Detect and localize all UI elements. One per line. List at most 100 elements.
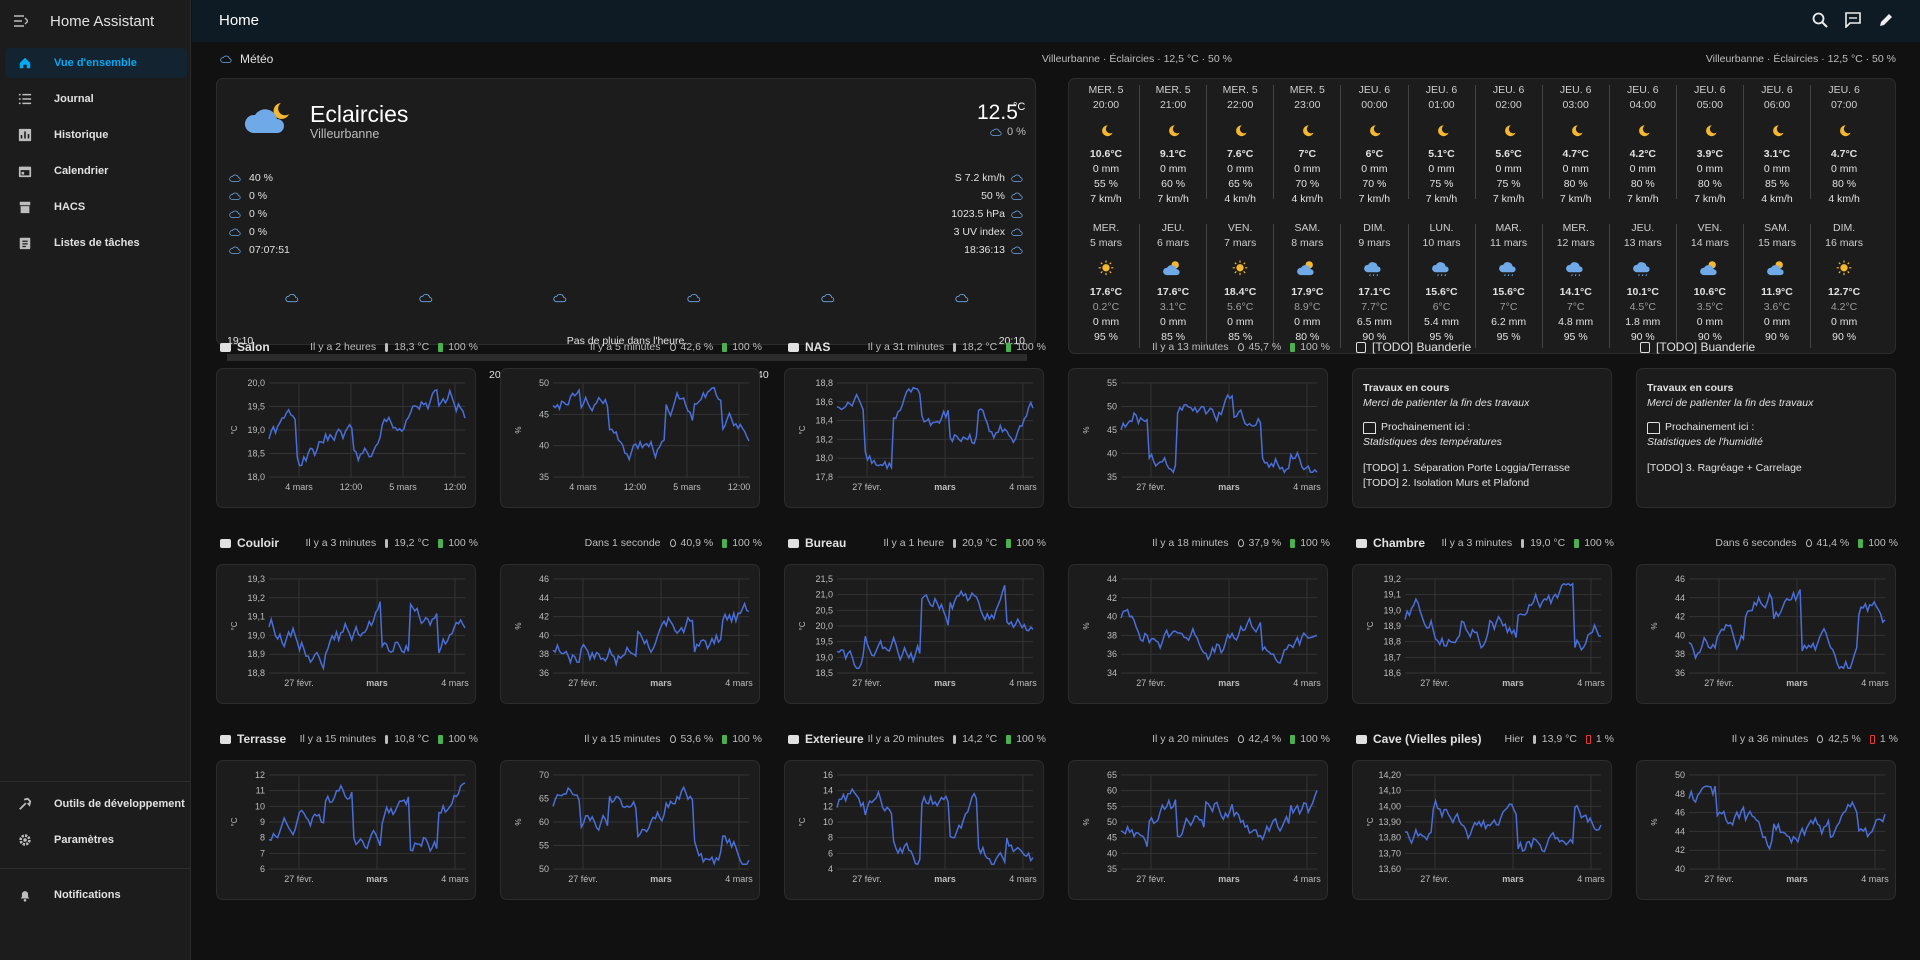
edit-icon[interactable] bbox=[1878, 12, 1894, 28]
rain-indicator bbox=[821, 291, 837, 307]
bell-icon bbox=[20, 891, 30, 902]
y-tick-label: 18,9 bbox=[1383, 621, 1401, 631]
todo-title: [TODO] Buanderie bbox=[1640, 340, 1755, 354]
sidebar-item-hammer[interactable]: Outils de développement bbox=[5, 789, 187, 819]
rain-end: 20:10 bbox=[998, 335, 1025, 347]
sidebar-item-bell[interactable]: Notifications bbox=[5, 880, 187, 910]
sidebar-item-home[interactable]: Vue d'ensemble bbox=[5, 48, 187, 78]
humidity-history-chart[interactable]: 46 44 42 40 38 36 27 févr. mars 4 mars% bbox=[500, 564, 760, 704]
y-tick-label: 19,2 bbox=[1383, 574, 1401, 584]
forecast-separator bbox=[1273, 224, 1275, 348]
sidebar-item-list[interactable]: Journal bbox=[5, 84, 187, 114]
humidity-history-chart[interactable]: 46 44 42 40 38 36 27 févr. mars 4 mars% bbox=[1636, 564, 1896, 704]
temperature-history-chart[interactable]: 14,20 14,10 14,00 13,90 13,80 13,70 13,60 27 fé… bbox=[1352, 760, 1612, 900]
sidebar-item-clipboard[interactable]: Listes de tâches bbox=[5, 228, 187, 258]
humidity-history-chart[interactable]: 65 60 55 50 45 40 35 27 févr. mars 4 mars% bbox=[1068, 760, 1328, 900]
y-tick-label: 18,8 bbox=[1383, 637, 1401, 647]
search-icon[interactable] bbox=[1812, 12, 1828, 28]
forecast-separator bbox=[1340, 224, 1342, 348]
y-axis-unit: °C bbox=[798, 621, 807, 630]
page-title: Home bbox=[219, 12, 260, 29]
thermometer-icon bbox=[385, 734, 389, 744]
sidebar-item-calendar[interactable]: Calendrier bbox=[5, 156, 187, 186]
forecast-separator bbox=[1139, 224, 1141, 348]
weather-card[interactable]: Eclaircies Villeurbanne 12.5 °C 0 % 40 % 0 % 0 … bbox=[216, 78, 1036, 381]
humidity-history-chart[interactable]: 55 50 45 40 35 27 févr. mars 4 mars% bbox=[1068, 368, 1328, 508]
forecast-separator bbox=[1743, 224, 1744, 348]
weather-precip: 0 % bbox=[990, 126, 1026, 138]
battery-icon bbox=[722, 538, 728, 548]
room-title: Bureau bbox=[788, 536, 846, 550]
temperature-history-chart[interactable]: 16 14 12 10 8 6 4 27 févr. mars 4 mars °C bbox=[784, 760, 1044, 900]
x-tick-label: mars bbox=[1502, 678, 1524, 688]
cloud-icon bbox=[1011, 193, 1023, 201]
forecast-card[interactable]: MER. 5 20:00 10.6°C 0 mm 55 % 7 km/h MER. 5 21:… bbox=[1068, 78, 1896, 354]
history-line bbox=[552, 601, 750, 668]
x-tick-label: mars bbox=[934, 678, 956, 688]
weather-title: Météo bbox=[240, 52, 274, 66]
cloud-icon bbox=[229, 193, 241, 201]
humidity-history-chart[interactable]: 50 48 46 44 42 40 27 févr. mars 4 mars% bbox=[1636, 760, 1896, 900]
humidity-meta: Il y a 20 minutes 42,4 % 100 % bbox=[1152, 733, 1330, 745]
sidebar: Home Assistant Vue d'ensemble Journal Hist… bbox=[0, 0, 191, 960]
y-tick-label: 42 bbox=[1675, 845, 1685, 855]
partly-icon bbox=[1699, 261, 1717, 276]
history-line bbox=[1688, 785, 1886, 851]
y-tick-label: 14,20 bbox=[1378, 770, 1401, 780]
y-tick-label: 4 bbox=[828, 864, 833, 874]
y-tick-label: 45 bbox=[1107, 425, 1117, 435]
x-tick-label: mars bbox=[650, 678, 672, 688]
sidebar-item-label: Vue d'ensemble bbox=[54, 57, 137, 69]
temperature-history-chart[interactable]: 12 11 10 9 8 7 6 27 févr. mars 4 mars °C bbox=[216, 760, 476, 900]
history-line bbox=[1404, 582, 1602, 652]
sidebar-item-chart[interactable]: Historique bbox=[5, 120, 187, 150]
cloud-icon bbox=[229, 247, 241, 255]
y-tick-label: 18,8 bbox=[815, 378, 833, 388]
temperature-meta: Il y a 2 heures 18,3 °C 100 % bbox=[310, 341, 478, 353]
temperature-history-chart[interactable]: 20,0 19,5 19,0 18,5 18,0 4 mars 12:00 5 mars 12:… bbox=[216, 368, 476, 508]
y-tick-label: 40 bbox=[539, 441, 549, 451]
y-tick-label: 40 bbox=[1107, 449, 1117, 459]
humidity-history-chart[interactable]: 50 45 40 35 4 mars 12:00 5 mars 12:00% bbox=[500, 368, 760, 508]
x-tick-label: 12:00 bbox=[340, 482, 363, 492]
water-drop-icon bbox=[1817, 735, 1824, 743]
y-axis-unit: % bbox=[514, 426, 523, 433]
forecast-separator bbox=[1608, 85, 1610, 199]
todo-title: [TODO] Buanderie bbox=[1356, 340, 1471, 354]
temperature-history-chart[interactable]: 18,8 18,6 18,4 18,2 18,0 17,8 27 févr. mars 4 ma… bbox=[784, 368, 1044, 508]
dashboard: Météo Villeurbanne · Éclaircies · 12,5 °C… bbox=[192, 42, 1920, 960]
y-tick-label: 65 bbox=[539, 794, 549, 804]
y-tick-label: 8 bbox=[260, 833, 265, 843]
history-graph: 21,5 21,0 20,5 20,0 19,5 19,0 18,5 27 févr. mars… bbox=[798, 574, 1037, 688]
x-tick-label: 5 mars bbox=[673, 482, 701, 492]
home-icon bbox=[19, 57, 31, 69]
x-tick-label: 5 mars bbox=[389, 482, 417, 492]
y-tick-label: 19,1 bbox=[247, 612, 265, 622]
sidebar-item-store[interactable]: HACS bbox=[5, 192, 187, 222]
x-tick-label: 27 févr. bbox=[1136, 874, 1166, 884]
humidity-history-chart[interactable]: 44 42 40 38 36 34 27 févr. mars 4 mars% bbox=[1068, 564, 1328, 704]
sidebar-item-label: Listes de tâches bbox=[54, 237, 140, 249]
history-graph: 12 11 10 9 8 7 6 27 févr. mars 4 mars °C bbox=[230, 770, 469, 884]
assist-icon[interactable] bbox=[1845, 12, 1861, 28]
y-axis-unit: °C bbox=[1366, 817, 1375, 826]
clipboard-icon bbox=[1356, 341, 1366, 353]
x-tick-label: 27 févr. bbox=[852, 874, 882, 884]
temperature-history-chart[interactable]: 19,3 19,2 19,1 19,0 18,9 18,8 27 févr. mars 4 ma… bbox=[216, 564, 476, 704]
y-tick-label: 18,6 bbox=[1383, 668, 1401, 678]
x-tick-label: 27 févr. bbox=[852, 482, 882, 492]
cloud-icon bbox=[229, 175, 241, 183]
humidity-history-chart[interactable]: 70 65 60 55 50 27 févr. mars 4 mars% bbox=[500, 760, 760, 900]
hourly-forecast: JEU. 6 07:00 4.7°C 0 mm 80 % 4 km/h bbox=[1828, 84, 1860, 205]
history-line bbox=[1404, 798, 1602, 853]
y-axis-unit: % bbox=[514, 622, 523, 629]
history-line bbox=[552, 386, 750, 462]
temperature-history-chart[interactable]: 21,5 21,0 20,5 20,0 19,5 19,0 18,5 27 févr. mars… bbox=[784, 564, 1044, 704]
temperature-history-chart[interactable]: 19,2 19,1 19,0 18,9 18,8 18,7 18,6 27 févr. mars… bbox=[1352, 564, 1612, 704]
sidebar-item-label: Paramètres bbox=[54, 834, 114, 846]
menu-icon[interactable] bbox=[14, 15, 28, 27]
x-tick-label: 27 févr. bbox=[568, 678, 598, 688]
battery-icon bbox=[438, 538, 444, 548]
sidebar-divider bbox=[0, 781, 191, 782]
sidebar-item-gear[interactable]: Paramètres bbox=[5, 825, 187, 855]
